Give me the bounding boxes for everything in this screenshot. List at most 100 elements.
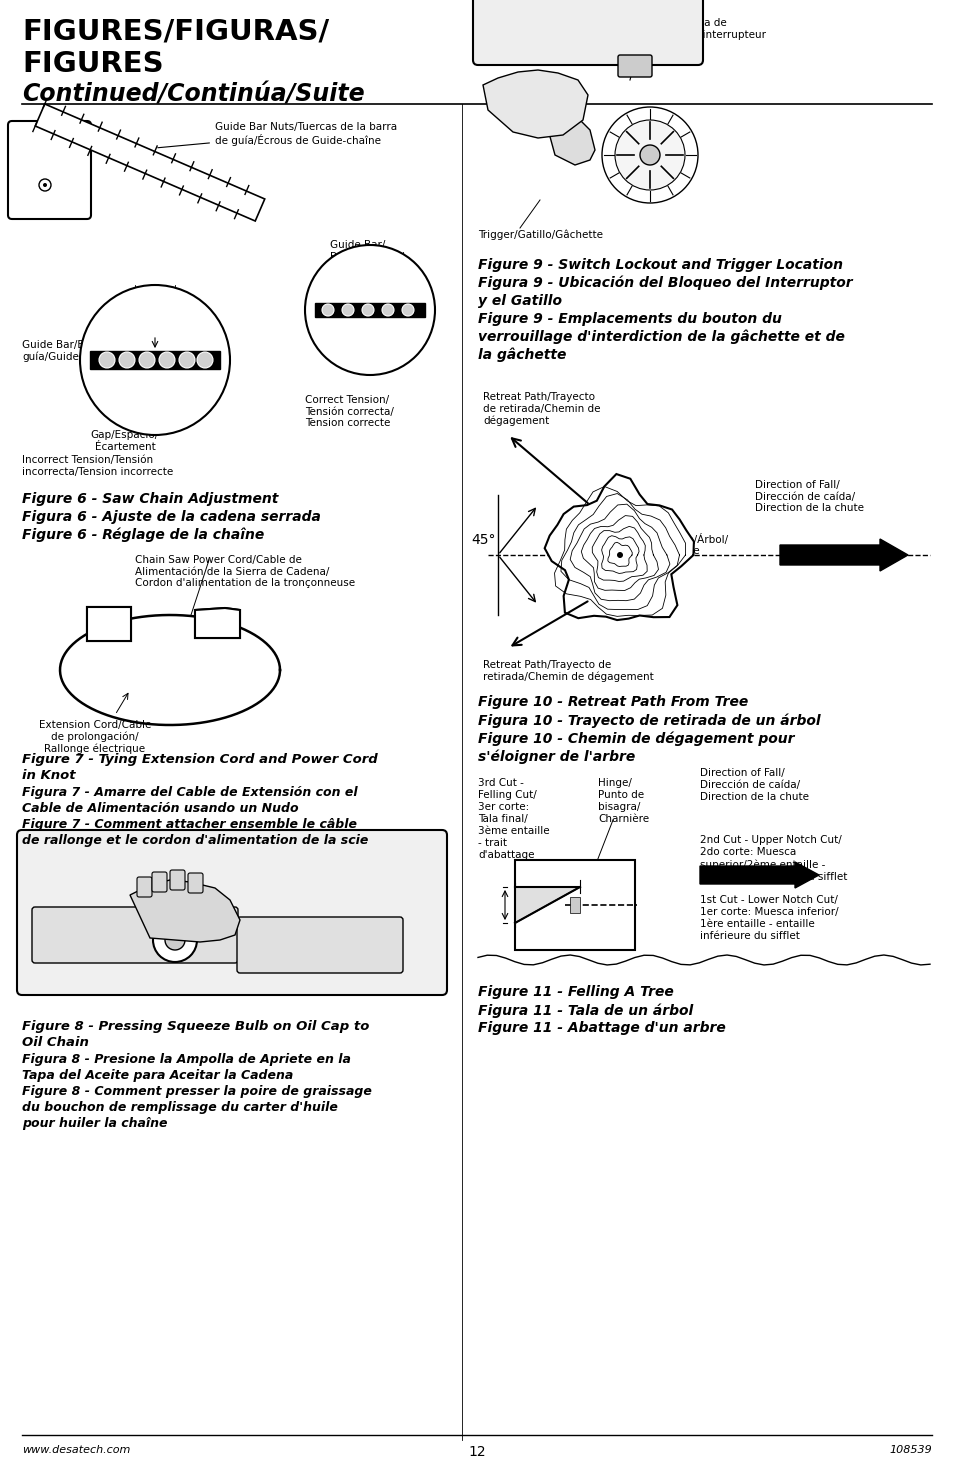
FancyBboxPatch shape (17, 830, 447, 996)
Text: bisagra/: bisagra/ (598, 802, 639, 813)
Text: 1st Cut - Lower Notch Cut/: 1st Cut - Lower Notch Cut/ (700, 895, 837, 906)
Circle shape (639, 145, 659, 165)
Text: in Knot: in Knot (22, 768, 75, 782)
Circle shape (99, 353, 115, 367)
Text: y el Gatillo: y el Gatillo (477, 294, 561, 308)
Text: FIGURES/FIGURAS/: FIGURES/FIGURAS/ (22, 18, 329, 46)
Text: Direction of Fall/
Dirección de caída/
Direction de la chute: Direction of Fall/ Dirección de caída/ D… (754, 479, 863, 513)
Circle shape (80, 285, 230, 435)
Text: FIGURES: FIGURES (22, 50, 164, 78)
Polygon shape (194, 608, 240, 639)
Text: Extension Cord/Cable
de prolongación/
Rallonge électrique: Extension Cord/Cable de prolongación/ Ra… (39, 720, 151, 754)
Text: Punto de: Punto de (598, 791, 643, 799)
Text: du bouchon de remplissage du carter d'huile: du bouchon de remplissage du carter d'hu… (22, 1100, 337, 1114)
Text: superior/2ème entaille -: superior/2ème entaille - (700, 858, 824, 869)
Text: Direction of Fall/: Direction of Fall/ (700, 768, 784, 777)
FancyBboxPatch shape (8, 121, 91, 218)
Text: Tapa del Aceite para Aceitar la Cadena: Tapa del Aceite para Aceitar la Cadena (22, 1069, 293, 1083)
Text: Charnière: Charnière (598, 814, 648, 825)
Text: Tala final/: Tala final/ (477, 814, 527, 825)
FancyBboxPatch shape (87, 608, 131, 642)
Text: Cable de Alimentación usando un Nudo: Cable de Alimentación usando un Nudo (22, 802, 298, 816)
Text: 3ème entaille: 3ème entaille (477, 826, 549, 836)
Circle shape (119, 353, 135, 367)
Circle shape (196, 353, 213, 367)
Text: Switch Lockout/Traba de
seguridad/Verrou d'interrupteur: Switch Lockout/Traba de seguridad/Verrou… (599, 18, 765, 40)
Text: la gâchette: la gâchette (477, 348, 566, 363)
FancyBboxPatch shape (137, 878, 152, 897)
Circle shape (179, 353, 194, 367)
FancyBboxPatch shape (618, 55, 651, 77)
Text: 12: 12 (468, 1446, 485, 1459)
FancyBboxPatch shape (170, 870, 185, 889)
Polygon shape (60, 615, 280, 726)
Text: Figura 10 - Trayecto de retirada de un árbol: Figura 10 - Trayecto de retirada de un á… (477, 712, 820, 727)
Text: Figure 10 - Chemin de dégagement pour: Figure 10 - Chemin de dégagement pour (477, 732, 794, 745)
Circle shape (601, 108, 698, 204)
Text: 3rd Cut -: 3rd Cut - (477, 777, 523, 788)
Text: Figure 10 - Retreat Path From Tree: Figure 10 - Retreat Path From Tree (477, 695, 747, 709)
Text: 2nd Cut - Upper Notch Cut/: 2nd Cut - Upper Notch Cut/ (700, 835, 841, 845)
Text: Oil Chain: Oil Chain (22, 1035, 89, 1049)
Text: inférieure du sifflet: inférieure du sifflet (700, 931, 799, 941)
Text: s'éloigner de l'arbre: s'éloigner de l'arbre (477, 749, 635, 764)
Polygon shape (35, 103, 265, 221)
Text: Figure 9 - Switch Lockout and Trigger Location: Figure 9 - Switch Lockout and Trigger Lo… (477, 258, 842, 271)
Polygon shape (539, 100, 595, 165)
Text: Figure 6 - Réglage de la chaîne: Figure 6 - Réglage de la chaîne (22, 528, 264, 543)
Polygon shape (130, 881, 240, 943)
FancyBboxPatch shape (236, 917, 402, 974)
Text: Tree/Árbol/
Arbre: Tree/Árbol/ Arbre (671, 534, 727, 556)
Text: Figure 6 - Saw Chain Adjustment: Figure 6 - Saw Chain Adjustment (22, 493, 278, 506)
Text: Figure 7 - Comment attacher ensemble le câble: Figure 7 - Comment attacher ensemble le … (22, 819, 356, 830)
Polygon shape (515, 886, 579, 923)
Text: 108539: 108539 (888, 1446, 931, 1454)
Text: Incorrect Tension/Tensión
incorrecta/Tension incorrecte: Incorrect Tension/Tensión incorrecta/Ten… (22, 454, 173, 476)
Text: Direction de la chute: Direction de la chute (700, 792, 808, 802)
Text: Trigger/Gatillo/Gâchette: Trigger/Gatillo/Gâchette (477, 230, 602, 240)
Circle shape (361, 304, 374, 316)
FancyArrow shape (780, 538, 907, 571)
Text: de rallonge et le cordon d'alimentation de la scie: de rallonge et le cordon d'alimentation … (22, 833, 368, 847)
Circle shape (615, 119, 684, 190)
Circle shape (159, 353, 174, 367)
Polygon shape (194, 608, 240, 639)
Circle shape (341, 304, 354, 316)
Circle shape (322, 304, 334, 316)
FancyArrow shape (700, 861, 818, 888)
Circle shape (39, 178, 51, 190)
FancyBboxPatch shape (569, 897, 579, 913)
Text: pour huiler la chaîne: pour huiler la chaîne (22, 1117, 168, 1130)
Text: Figure 7 - Tying Extension Cord and Power Cord: Figure 7 - Tying Extension Cord and Powe… (22, 754, 377, 766)
FancyBboxPatch shape (188, 873, 203, 892)
FancyBboxPatch shape (515, 860, 635, 950)
Text: Retreat Path/Trayecto
de retirada/Chemin de
dégagement: Retreat Path/Trayecto de retirada/Chemin… (482, 392, 599, 426)
Circle shape (381, 304, 394, 316)
Text: Figura 8 - Presione la Ampolla de Apriete en la: Figura 8 - Presione la Ampolla de Apriet… (22, 1053, 351, 1066)
Text: 2do corte: Muesca: 2do corte: Muesca (700, 847, 796, 857)
Text: Figura 6 - Ajuste de la cadena serrada: Figura 6 - Ajuste de la cadena serrada (22, 510, 320, 524)
Text: Figure 9 - Emplacements du bouton du: Figure 9 - Emplacements du bouton du (477, 313, 781, 326)
Text: Guide Bar/
Barra de guía/
Guide-chaîne: Guide Bar/ Barra de guía/ Guide-chaîne (330, 240, 404, 274)
Text: 2"
(5 cm): 2" (5 cm) (540, 861, 573, 884)
Circle shape (43, 183, 47, 187)
Circle shape (617, 552, 622, 558)
Circle shape (401, 304, 414, 316)
Text: - trait: - trait (477, 838, 506, 848)
Circle shape (165, 931, 185, 950)
Text: 45°: 45° (471, 532, 496, 547)
Text: Correct Tension/
Tensión correcta/
Tension correcte: Correct Tension/ Tensión correcta/ Tensi… (305, 395, 394, 428)
Text: Dirección de caída/: Dirección de caída/ (700, 780, 800, 791)
Circle shape (139, 353, 154, 367)
Text: 3er corte:: 3er corte: (477, 802, 529, 813)
FancyBboxPatch shape (90, 351, 220, 369)
Polygon shape (482, 69, 587, 139)
Text: www.desatech.com: www.desatech.com (22, 1446, 131, 1454)
Text: 2"(5 cm): 2"(5 cm) (515, 867, 559, 878)
Text: Figura 7 - Amarre del Cable de Extensión con el: Figura 7 - Amarre del Cable de Extensión… (22, 786, 357, 799)
FancyBboxPatch shape (152, 872, 167, 892)
FancyBboxPatch shape (473, 0, 702, 65)
Text: Retreat Path/Trayecto de
retirada/Chemin de dégagement: Retreat Path/Trayecto de retirada/Chemin… (482, 659, 653, 683)
Text: Figure 8 - Pressing Squeeze Bulb on Oil Cap to: Figure 8 - Pressing Squeeze Bulb on Oil … (22, 1021, 369, 1032)
Text: Felling Cut/: Felling Cut/ (477, 791, 537, 799)
